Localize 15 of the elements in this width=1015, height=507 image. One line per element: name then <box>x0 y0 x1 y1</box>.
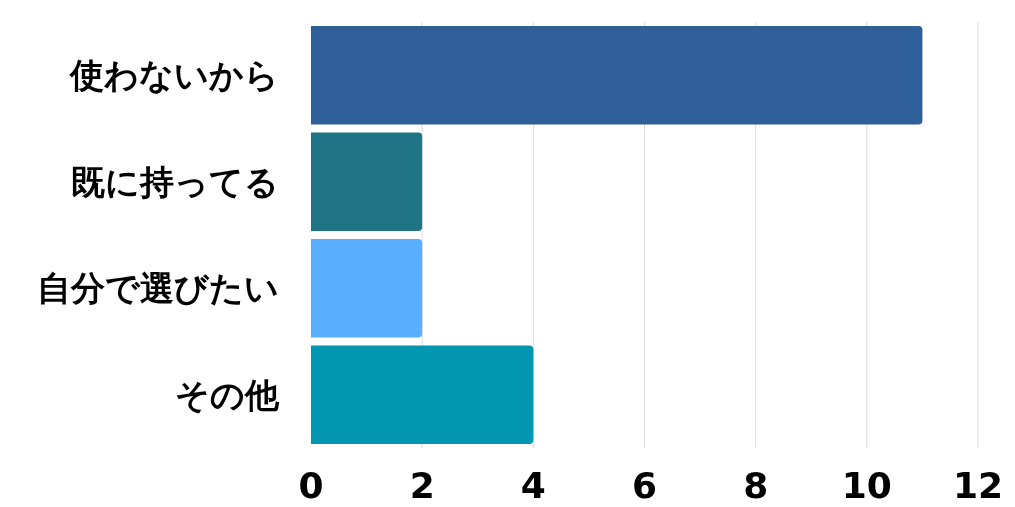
y-tick-label: 使わないから <box>69 55 279 96</box>
y-tick-label: その他 <box>175 374 280 415</box>
x-tick-label: 8 <box>743 465 769 506</box>
bar <box>311 239 423 338</box>
x-tick-label: 4 <box>520 465 546 506</box>
x-tick-label: 6 <box>631 465 658 506</box>
x-tick-label: 2 <box>409 465 435 506</box>
y-tick-label: 自分で選びたい <box>37 268 279 309</box>
x-tick-label: 12 <box>952 465 1004 506</box>
bar <box>311 26 923 125</box>
x-tick-label: 10 <box>841 465 892 506</box>
x-tick-label: 0 <box>298 465 324 506</box>
bar <box>311 345 534 444</box>
bar <box>311 132 423 231</box>
y-tick-label: 既に持ってる <box>71 161 279 202</box>
